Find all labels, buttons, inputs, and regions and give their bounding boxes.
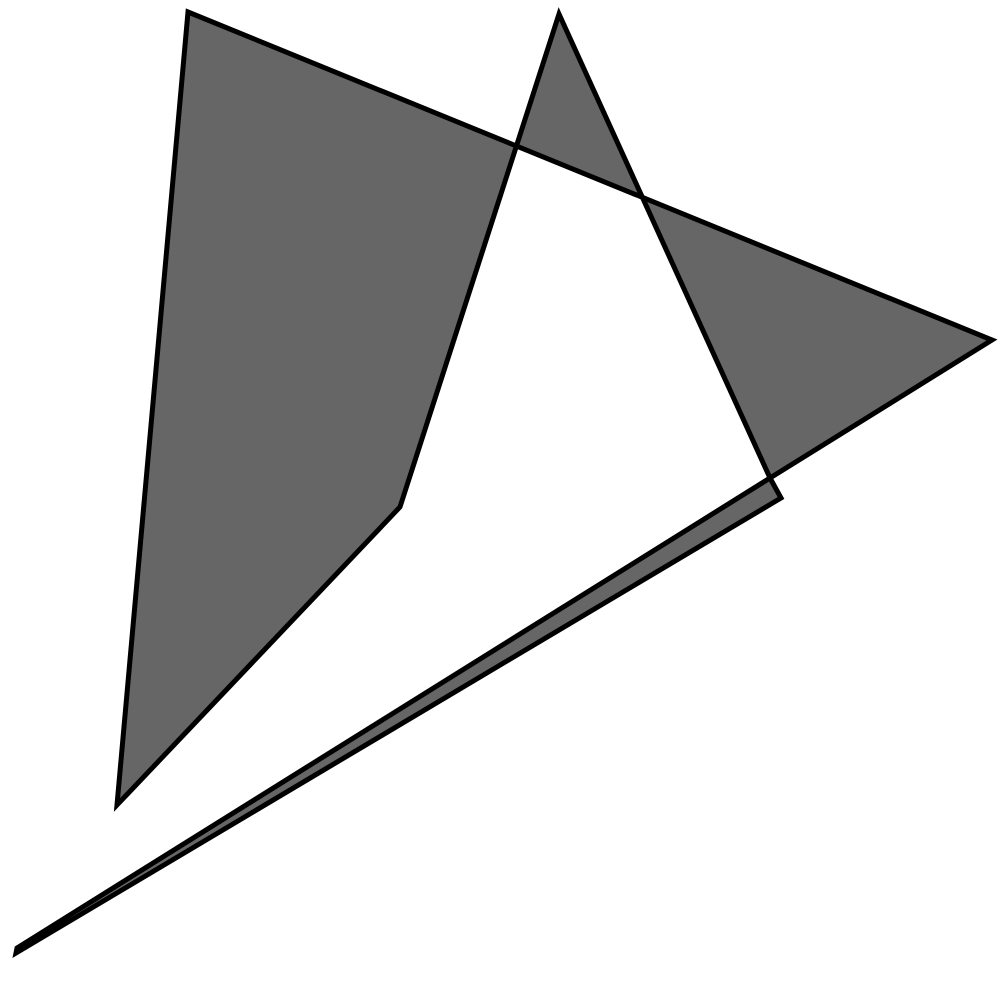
self-intersecting-polygon [12, 7, 998, 959]
